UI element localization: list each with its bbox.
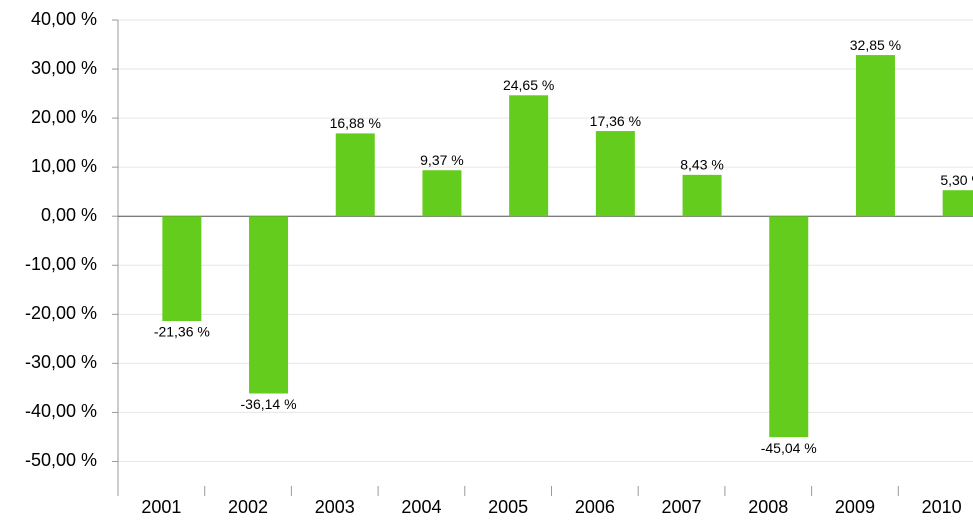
value-label: -21,36 %: [154, 324, 210, 340]
x-tick-label: 2010: [922, 497, 962, 517]
value-label: 5,30 %: [940, 172, 973, 188]
x-tick-label: 2004: [401, 497, 441, 517]
x-tick-label: 2008: [748, 497, 788, 517]
x-tick-label: 2007: [662, 497, 702, 517]
bar: [162, 216, 202, 321]
y-tick-label: 0,00 %: [41, 205, 97, 225]
x-tick-label: 2005: [488, 497, 528, 517]
bar: [855, 55, 895, 217]
value-label: 17,36 %: [590, 113, 641, 129]
bar: [682, 174, 722, 217]
value-label: 9,37 %: [420, 152, 464, 168]
x-tick-label: 2006: [575, 497, 615, 517]
x-tick-label: 2001: [141, 497, 181, 517]
y-tick-label: 20,00 %: [31, 107, 97, 127]
bar: [942, 190, 973, 217]
value-label: 16,88 %: [330, 115, 381, 131]
x-tick-label: 2009: [835, 497, 875, 517]
bar: [595, 131, 635, 217]
bar: [249, 216, 289, 394]
value-label: -36,14 %: [241, 396, 297, 412]
y-tick-label: -30,00 %: [25, 352, 97, 372]
y-tick-label: -20,00 %: [25, 303, 97, 323]
x-tick-label: 2003: [315, 497, 355, 517]
value-label: 8,43 %: [680, 157, 724, 173]
y-tick-label: 30,00 %: [31, 58, 97, 78]
value-label: -45,04 %: [761, 440, 817, 456]
bar: [509, 95, 549, 217]
value-label: 32,85 %: [850, 37, 901, 53]
bar: [422, 170, 462, 217]
x-tick-label: 2002: [228, 497, 268, 517]
y-tick-label: -40,00 %: [25, 401, 97, 421]
y-tick-label: 40,00 %: [31, 9, 97, 29]
value-label: 24,65 %: [503, 77, 554, 93]
bar: [335, 133, 375, 217]
y-tick-label: 10,00 %: [31, 156, 97, 176]
y-tick-label: -10,00 %: [25, 254, 97, 274]
y-tick-label: -50,00 %: [25, 450, 97, 470]
bar: [769, 216, 809, 438]
